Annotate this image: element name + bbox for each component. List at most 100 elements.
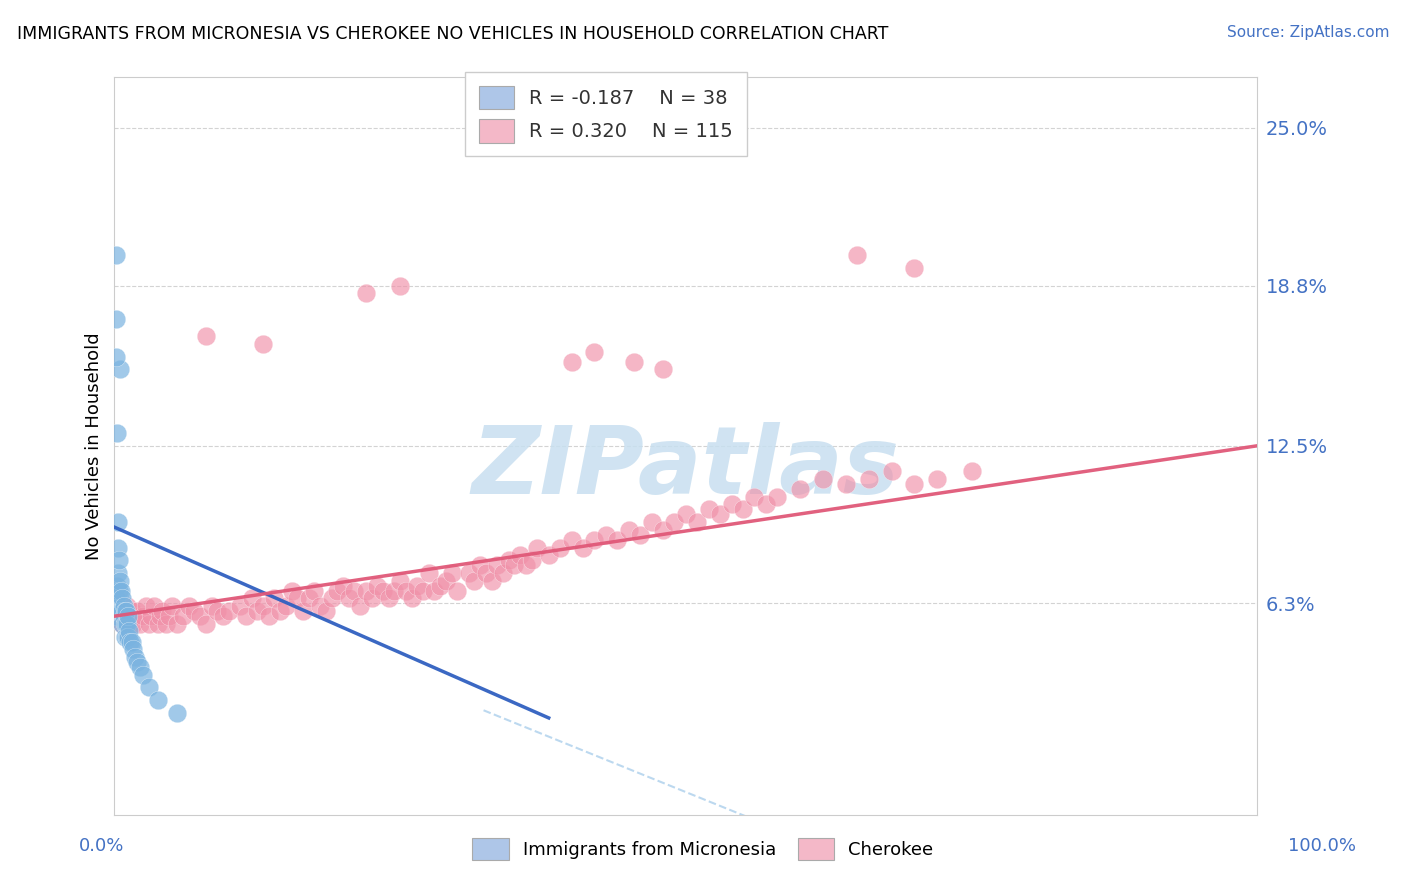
Point bbox=[457, 566, 479, 580]
Point bbox=[117, 630, 139, 644]
Point bbox=[880, 464, 903, 478]
Point bbox=[463, 574, 485, 588]
Point bbox=[498, 553, 520, 567]
Point bbox=[166, 616, 188, 631]
Point bbox=[309, 599, 332, 613]
Point bbox=[389, 574, 412, 588]
Point bbox=[155, 616, 177, 631]
Point bbox=[107, 515, 129, 529]
Point bbox=[115, 604, 138, 618]
Point bbox=[572, 541, 595, 555]
Point bbox=[146, 693, 169, 707]
Point bbox=[384, 583, 406, 598]
Point bbox=[128, 660, 150, 674]
Point bbox=[395, 583, 418, 598]
Point bbox=[664, 515, 686, 529]
Point bbox=[138, 681, 160, 695]
Point bbox=[377, 591, 399, 606]
Point bbox=[291, 604, 314, 618]
Y-axis label: No Vehicles in Household: No Vehicles in Household bbox=[86, 332, 103, 559]
Text: ZIPatlas: ZIPatlas bbox=[472, 422, 900, 514]
Point bbox=[128, 616, 150, 631]
Text: Source: ZipAtlas.com: Source: ZipAtlas.com bbox=[1226, 25, 1389, 40]
Point bbox=[105, 599, 128, 613]
Point bbox=[135, 599, 157, 613]
Point bbox=[146, 616, 169, 631]
Point bbox=[960, 464, 983, 478]
Point bbox=[157, 609, 180, 624]
Point bbox=[108, 604, 131, 618]
Point bbox=[561, 533, 583, 547]
Point bbox=[177, 599, 200, 613]
Point bbox=[108, 574, 131, 588]
Point bbox=[132, 609, 155, 624]
Point bbox=[246, 604, 269, 618]
Point bbox=[709, 508, 731, 522]
Point bbox=[194, 329, 217, 343]
Point bbox=[515, 558, 537, 573]
Point bbox=[200, 599, 222, 613]
Point bbox=[114, 630, 136, 644]
Point bbox=[115, 616, 138, 631]
Point bbox=[188, 609, 211, 624]
Point bbox=[429, 579, 451, 593]
Text: 100.0%: 100.0% bbox=[1288, 837, 1355, 855]
Legend: R = -0.187    N = 38, R = 0.320    N = 115: R = -0.187 N = 38, R = 0.320 N = 115 bbox=[465, 72, 747, 156]
Point bbox=[406, 579, 429, 593]
Point bbox=[720, 497, 742, 511]
Point bbox=[434, 574, 457, 588]
Point bbox=[418, 566, 440, 580]
Point bbox=[606, 533, 628, 547]
Point bbox=[183, 604, 205, 618]
Point bbox=[105, 579, 128, 593]
Point bbox=[115, 609, 138, 624]
Point bbox=[166, 706, 188, 720]
Point bbox=[252, 337, 274, 351]
Point bbox=[298, 591, 321, 606]
Point bbox=[124, 609, 146, 624]
Point bbox=[280, 583, 302, 598]
Point bbox=[218, 604, 240, 618]
Point bbox=[509, 548, 531, 562]
Point bbox=[194, 616, 217, 631]
Point bbox=[697, 502, 720, 516]
Point bbox=[640, 515, 662, 529]
Point bbox=[112, 599, 135, 613]
Point bbox=[257, 609, 280, 624]
Point bbox=[371, 583, 394, 598]
Point bbox=[112, 609, 135, 624]
Point bbox=[401, 591, 423, 606]
Point bbox=[835, 477, 858, 491]
Point bbox=[132, 667, 155, 681]
Point bbox=[108, 583, 131, 598]
Point bbox=[111, 591, 134, 606]
Point bbox=[326, 583, 349, 598]
Point bbox=[115, 630, 138, 644]
Point bbox=[354, 286, 377, 301]
Point bbox=[104, 591, 127, 606]
Point bbox=[104, 311, 127, 326]
Point bbox=[110, 604, 132, 618]
Point bbox=[108, 362, 131, 376]
Point bbox=[366, 579, 388, 593]
Point bbox=[114, 616, 136, 631]
Point bbox=[110, 583, 132, 598]
Point bbox=[628, 528, 651, 542]
Point bbox=[858, 472, 880, 486]
Point bbox=[337, 591, 360, 606]
Point bbox=[127, 604, 149, 618]
Point bbox=[107, 566, 129, 580]
Point bbox=[172, 609, 194, 624]
Point bbox=[138, 616, 160, 631]
Point bbox=[114, 604, 136, 618]
Point bbox=[235, 609, 257, 624]
Point bbox=[583, 344, 606, 359]
Point bbox=[124, 649, 146, 664]
Point bbox=[766, 490, 789, 504]
Point bbox=[412, 583, 434, 598]
Point bbox=[107, 541, 129, 555]
Point bbox=[526, 541, 548, 555]
Point bbox=[143, 599, 166, 613]
Text: IMMIGRANTS FROM MICRONESIA VS CHEROKEE NO VEHICLES IN HOUSEHOLD CORRELATION CHAR: IMMIGRANTS FROM MICRONESIA VS CHEROKEE N… bbox=[17, 25, 889, 43]
Point bbox=[118, 609, 141, 624]
